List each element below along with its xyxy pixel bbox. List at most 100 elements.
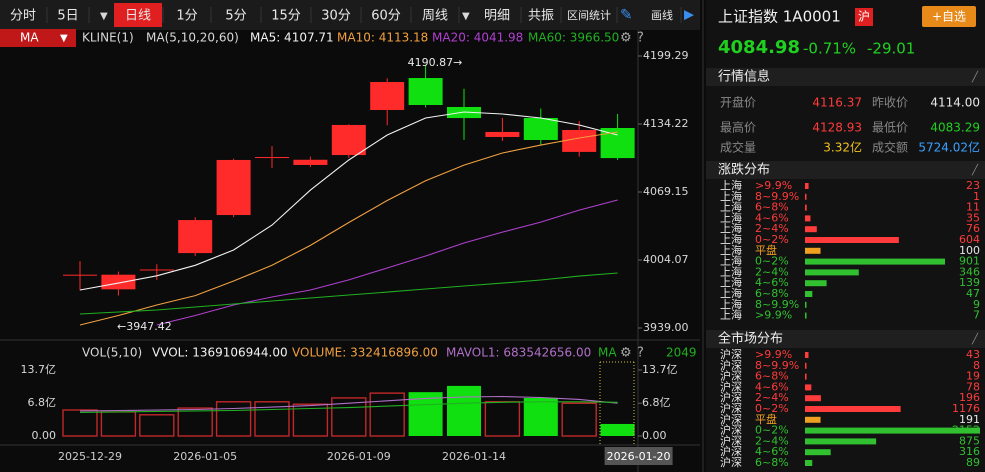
toolbar-button[interactable] — [474, 3, 520, 27]
ma-line — [79, 395, 618, 412]
dist-bar — [805, 280, 827, 287]
dist-bar — [805, 449, 831, 456]
dropdown-icon[interactable]: ▼ — [100, 11, 108, 22]
toolbar-button-label[interactable]: 区间统计 — [567, 9, 611, 22]
toolbar-button[interactable] — [212, 3, 260, 27]
market-label: 上海 — [720, 275, 742, 289]
candle-body — [178, 220, 213, 254]
add-watchlist-label[interactable]: +自选 — [932, 10, 966, 24]
dist-count: 19 — [966, 370, 980, 383]
dist-bar — [805, 384, 812, 391]
info-value: 4128.93 — [812, 121, 862, 135]
volume-bar — [447, 385, 481, 436]
toolbar-button-label[interactable]: 1分 — [176, 9, 197, 24]
help-icon[interactable]: ? — [637, 31, 644, 46]
market-label: 上海 — [720, 254, 742, 268]
legend-entry: VOL(5,10) — [82, 346, 142, 360]
ma-line — [79, 131, 618, 326]
toolbar-button[interactable] — [262, 3, 310, 27]
toolbar-button-label[interactable]: 30分 — [321, 9, 351, 24]
dist-count: 1176 — [952, 402, 980, 415]
help-icon[interactable]: ? — [637, 346, 644, 361]
toolbar-button-label[interactable]: 分时 — [10, 9, 36, 24]
collapse-icon[interactable]: ╱ — [971, 70, 979, 83]
candle-body — [101, 274, 136, 290]
toolbar-button-label[interactable]: 日线 — [125, 9, 151, 24]
legend-entry: VOLUME: 332416896.00 — [292, 346, 438, 360]
dist-count: 196 — [959, 391, 980, 404]
candle-body — [216, 159, 251, 216]
market-label: 上海 — [720, 286, 742, 300]
y-tick-label: 0.00 — [32, 429, 57, 442]
market-label: 沪深 — [720, 412, 742, 426]
volume-bar — [523, 397, 558, 436]
toolbar-button-label[interactable]: 明细 — [484, 9, 510, 24]
pen-icon[interactable]: ✎ — [620, 6, 633, 24]
toolbar-button-label[interactable]: 画线 — [651, 8, 673, 22]
market-label: 上海 — [720, 243, 742, 257]
toolbar-button-label[interactable]: 共振 — [528, 9, 554, 24]
toolbar-button[interactable] — [164, 3, 210, 27]
range-label: 8~9.9% — [755, 190, 799, 203]
dropdown-icon[interactable]: ▼ — [462, 11, 470, 22]
toolbar-button-label[interactable]: 5日 — [57, 9, 78, 24]
section-header — [706, 161, 985, 179]
add-watchlist[interactable] — [922, 6, 976, 27]
info-label: 最高价 — [720, 120, 756, 135]
dist-count: 43 — [966, 348, 980, 361]
range-label: >9.9% — [755, 179, 792, 192]
y-tick-label: 4134.22 — [643, 117, 689, 130]
dist-count: 8 — [973, 359, 980, 372]
range-label: 平盘 — [755, 412, 777, 426]
indicator-button-label[interactable]: MA — [20, 31, 39, 45]
range-label: 0~2% — [755, 424, 789, 437]
legend-entry: MAVOL1: 683542656.00 — [446, 346, 591, 360]
range-label: 2~4% — [755, 434, 789, 447]
dropdown-icon[interactable]: ▼ — [60, 33, 68, 44]
toolbar-button[interactable] — [562, 3, 616, 27]
toolbar-button[interactable] — [362, 3, 410, 27]
collapse-icon[interactable]: ╱ — [971, 332, 979, 345]
toolbar-button-label[interactable]: 15分 — [271, 9, 301, 24]
candle-body — [562, 129, 597, 152]
dist-bar — [805, 362, 807, 369]
indicator-button[interactable] — [0, 29, 76, 47]
gear-icon[interactable]: ⚙ — [620, 346, 632, 361]
ma-line — [79, 401, 618, 413]
dist-count: 2152 — [952, 424, 980, 437]
info-value: 4114.00 — [930, 96, 980, 110]
exchange-badge-label: 沪 — [858, 10, 870, 24]
collapse-icon[interactable]: ╱ — [971, 163, 979, 176]
market-label: 沪深 — [720, 369, 742, 383]
volume-bar — [369, 392, 405, 437]
market-label: 沪深 — [720, 423, 742, 437]
toolbar-button-label[interactable]: 周线 — [422, 9, 448, 24]
toolbar-button-label[interactable]: 60分 — [371, 9, 401, 24]
y-tick-label: 4004.07 — [643, 253, 689, 266]
toolbar-button[interactable] — [412, 3, 458, 27]
candle-body — [331, 124, 366, 156]
indicator-label: MA(5,10,20,60) — [146, 31, 239, 45]
dist-count: 901 — [959, 255, 980, 268]
market-label: 沪深 — [720, 401, 742, 415]
gear-icon[interactable]: ⚙ — [620, 31, 632, 46]
scroll-right[interactable]: ▶ — [684, 8, 694, 23]
toolbar-button-label[interactable]: 5分 — [225, 9, 246, 24]
info-label: 昨收价 — [872, 96, 908, 110]
range-label: 2~4% — [755, 265, 789, 278]
y-tick-label: 3939.00 — [643, 321, 689, 334]
dist-bar — [805, 416, 821, 423]
toolbar-button[interactable] — [48, 3, 88, 27]
toolbar-button[interactable] — [312, 3, 360, 27]
toolbar-button[interactable] — [522, 3, 560, 27]
last-price: 4084.98 — [718, 37, 800, 58]
range-label: 4~6% — [755, 445, 789, 458]
toolbar-button[interactable] — [644, 3, 680, 27]
dist-bar — [805, 247, 821, 254]
ma-line — [79, 111, 618, 291]
dist-bar — [805, 312, 807, 319]
toolbar-button[interactable] — [114, 3, 162, 27]
info-label: 最低价 — [872, 121, 908, 135]
toolbar-button[interactable] — [0, 3, 46, 27]
range-label: 平盘 — [755, 243, 777, 257]
